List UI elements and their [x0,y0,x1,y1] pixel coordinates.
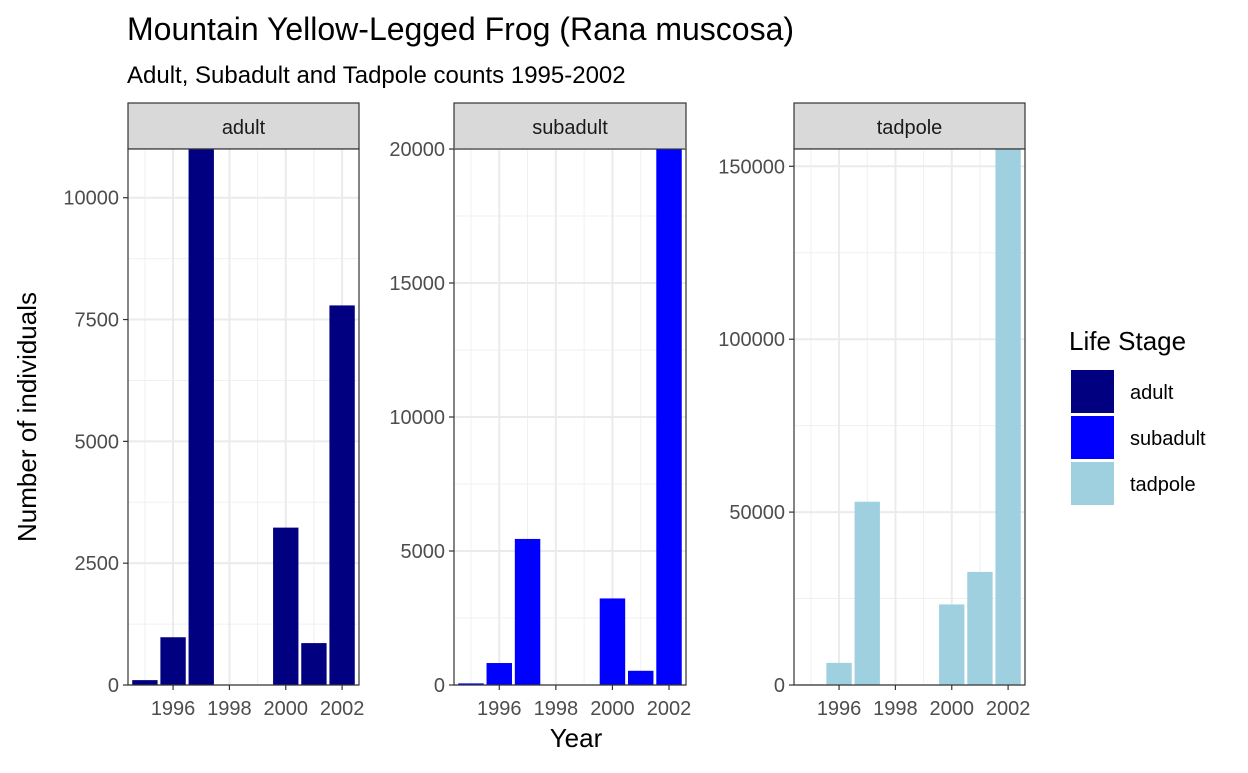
facet-adult: adult 0 2500 5000 7500 10000 1996 1998 2000 2002 [63,102,365,720]
bar-adult-1997 [188,149,214,685]
legend-key-tadpole [1071,462,1114,505]
facet-strip [793,102,1026,150]
y-tick-label: 10000 [389,407,445,429]
facet-subadult: subadult 0 5000 10000 15000 20000 1996 1998 2000… [389,102,692,720]
x-tick-label: 2000 [264,698,309,720]
y-tick-label: 5000 [75,431,120,453]
legend-items: adult subadult tadpole [1071,370,1206,505]
facet-strip [453,102,687,150]
bar-tadpole-2000 [939,604,965,685]
chart-subtitle: Adult, Subadult and Tadpole counts 1995-… [127,62,626,89]
bar-tadpole-2002 [995,149,1021,685]
chart-title: Mountain Yellow-Legged Frog (Rana muscos… [127,11,794,47]
x-tick-label: 2000 [930,698,975,720]
bar-tadpole-1996 [826,662,852,685]
x-tick-label: 1998 [873,698,918,720]
bar-adult-2001 [301,643,327,685]
y-tick-label: 2500 [75,553,120,575]
panel-background [128,149,359,685]
y-tick-label: 10000 [63,188,119,210]
panel-border [127,148,360,686]
legend-label-subadult: subadult [1130,428,1206,450]
x-tick-label: 1998 [207,698,252,720]
legend: Life Stage adult subadult tadpole [1069,326,1206,505]
y-tick-label: 0 [108,675,119,697]
legend-item-tadpole: tadpole [1071,462,1196,505]
facet-strip-label: tadpole [877,117,943,139]
bar-subadult-1996 [486,663,512,685]
x-tick-label: 1996 [151,698,196,720]
legend-item-subadult: subadult [1071,416,1206,459]
bar-adult-2002 [329,305,355,685]
panel-border [793,148,1026,686]
bar-subadult-1995 [458,683,484,685]
x-tick-label: 2002 [320,698,365,720]
y-axis-label: Number of individuals [12,292,42,542]
legend-key-subadult [1071,416,1114,459]
y-tick-label: 0 [434,675,445,697]
y-tick-label: 0 [774,675,785,697]
legend-item-adult: adult [1071,370,1174,413]
bar-subadult-1997 [514,538,541,685]
facet-strip-label: adult [222,117,266,139]
x-tick-label: 2002 [986,698,1031,720]
x-tick-label: 2002 [647,698,692,720]
x-tick-label: 2000 [590,698,635,720]
bar-subadult-2000 [599,598,626,685]
bar-adult-1996 [160,637,186,685]
bar-adult-2000 [273,527,299,685]
x-axis-label: Year [550,723,603,753]
bar-subadult-2002 [656,149,682,685]
bar-adult-1995 [132,680,158,685]
y-tick-label: 7500 [75,310,120,332]
bar-tadpole-2001 [967,571,993,685]
x-tick-label: 1998 [534,698,579,720]
legend-key-adult [1071,370,1114,413]
y-tick-label: 15000 [389,273,445,295]
x-tick-label: 1996 [817,698,862,720]
facet-strip-label: subadult [532,117,608,139]
facet-tadpole: tadpole 0 50000 100000 150000 1996 1998 2000 200… [718,102,1031,720]
y-tick-label: 20000 [389,139,445,161]
legend-label-tadpole: tadpole [1130,474,1196,496]
legend-label-adult: adult [1130,382,1174,404]
legend-title: Life Stage [1069,326,1186,356]
x-tick-label: 1996 [477,698,522,720]
y-tick-label: 100000 [718,329,785,351]
bar-subadult-2001 [628,670,654,685]
y-tick-label: 50000 [729,502,785,524]
facet-strip [127,102,360,150]
y-tick-label: 5000 [401,541,446,563]
bar-tadpole-1997 [854,501,880,685]
y-tick-label: 150000 [718,156,785,178]
